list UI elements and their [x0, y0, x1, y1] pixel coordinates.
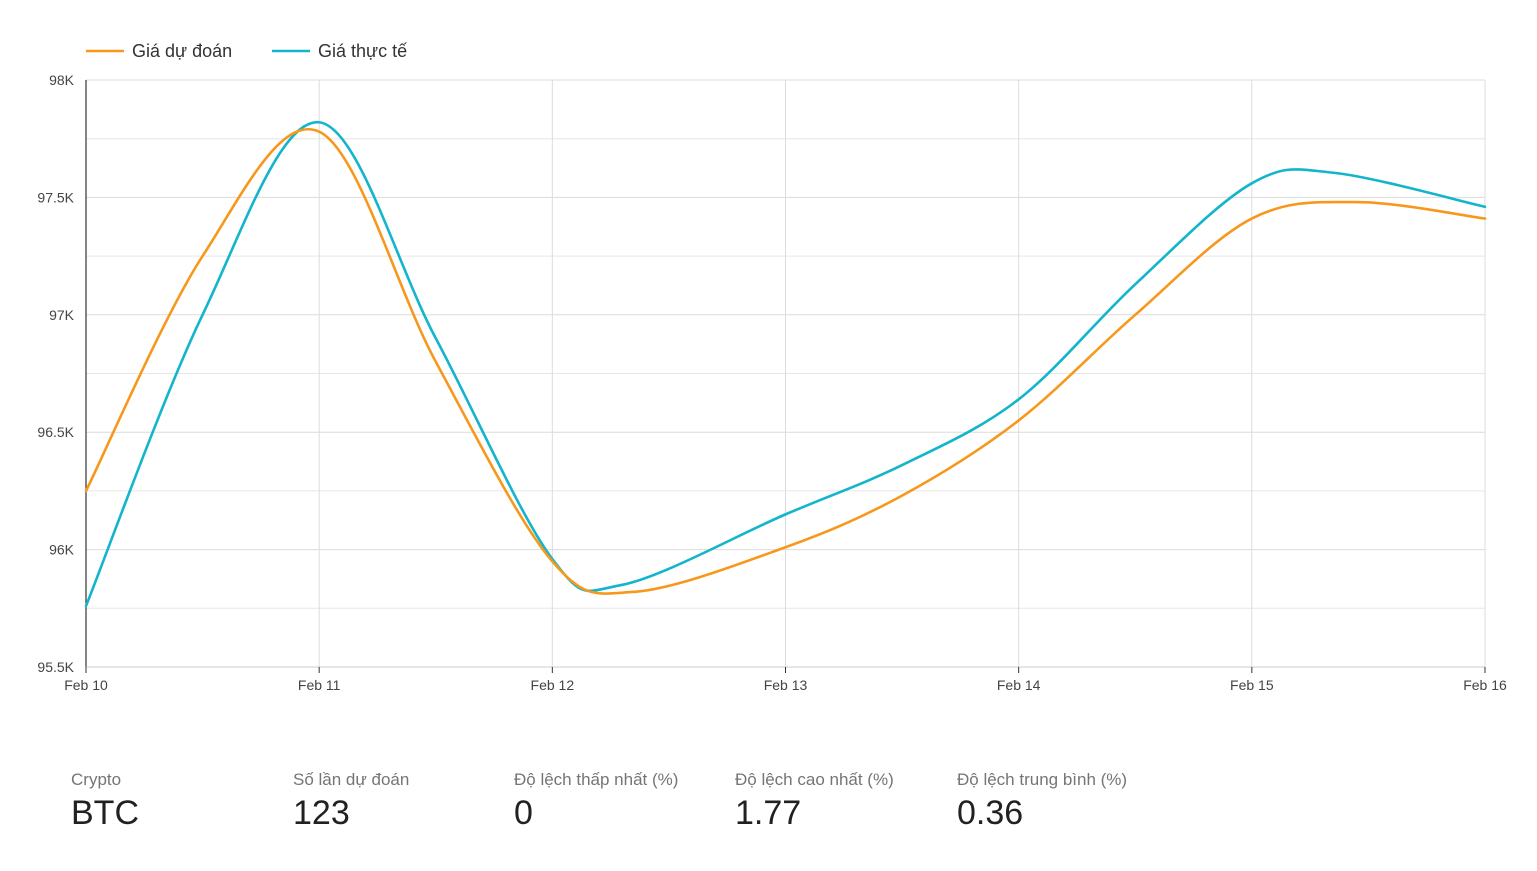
summary-stats: Crypto BTC Số lần dự đoán 123 Độ lệch th… — [0, 770, 1537, 840]
y-tick-label: 95.5K — [37, 659, 74, 675]
chart-legend: Giá dự đoán Giá thực tế — [86, 41, 407, 61]
stat-label-min-deviation: Độ lệch thấp nhất (%) — [514, 770, 679, 789]
x-tick-label: Feb 10 — [64, 677, 108, 693]
stat-value-min-deviation: 0 — [514, 794, 533, 832]
stat-max-deviation: Độ lệch cao nhất (%) 1.77 — [735, 770, 894, 833]
stat-prediction-count: Số lần dự đoán 123 — [293, 770, 409, 833]
y-tick-label: 98K — [49, 72, 75, 88]
stat-value-avg-deviation: 0.36 — [957, 794, 1024, 832]
chart-series — [84, 120, 1487, 608]
stat-avg-deviation: Độ lệch trung bình (%) 0.36 — [957, 770, 1127, 833]
stat-min-deviation: Độ lệch thấp nhất (%) 0 — [514, 770, 678, 833]
y-tick-label: 97.5K — [37, 189, 74, 205]
x-tick-label: Feb 14 — [997, 677, 1041, 693]
series-line-predicted — [84, 128, 1487, 595]
x-tick-label: Feb 12 — [531, 677, 575, 693]
stat-value-crypto: BTC — [71, 794, 139, 832]
stat-crypto: Crypto BTC — [71, 770, 139, 833]
legend-label: Giá dự đoán — [132, 41, 232, 61]
x-tick-label: Feb 11 — [298, 677, 341, 693]
line-chart: Giá dự đoán Giá thực tế 95.5K96K96.5K97K9… — [37, 41, 1507, 693]
x-tick-label: Feb 16 — [1463, 677, 1507, 693]
x-tick-label: Feb 13 — [764, 677, 808, 693]
stat-value-max-deviation: 1.77 — [735, 794, 802, 832]
y-tick-label: 97K — [49, 307, 75, 323]
stat-label-avg-deviation: Độ lệch trung bình (%) — [957, 770, 1128, 789]
y-tick-label: 96K — [49, 542, 75, 558]
legend-label: Giá thực tế — [318, 41, 407, 61]
y-tick-label: 96.5K — [37, 424, 74, 440]
chart-gridlines — [86, 79, 1486, 667]
stat-label-max-deviation: Độ lệch cao nhất (%) — [735, 770, 894, 789]
series-line-actual — [84, 120, 1487, 608]
x-tick-label: Feb 15 — [1230, 677, 1274, 693]
stat-value-prediction-count: 123 — [293, 794, 350, 832]
stat-label-crypto: Crypto — [71, 770, 122, 789]
stat-label-prediction-count: Số lần dự đoán — [293, 770, 410, 789]
chart-axes: 95.5K 96K 96.5K 97K 97.5K 98K Feb 10 Feb 11 Feb … — [37, 72, 1507, 693]
